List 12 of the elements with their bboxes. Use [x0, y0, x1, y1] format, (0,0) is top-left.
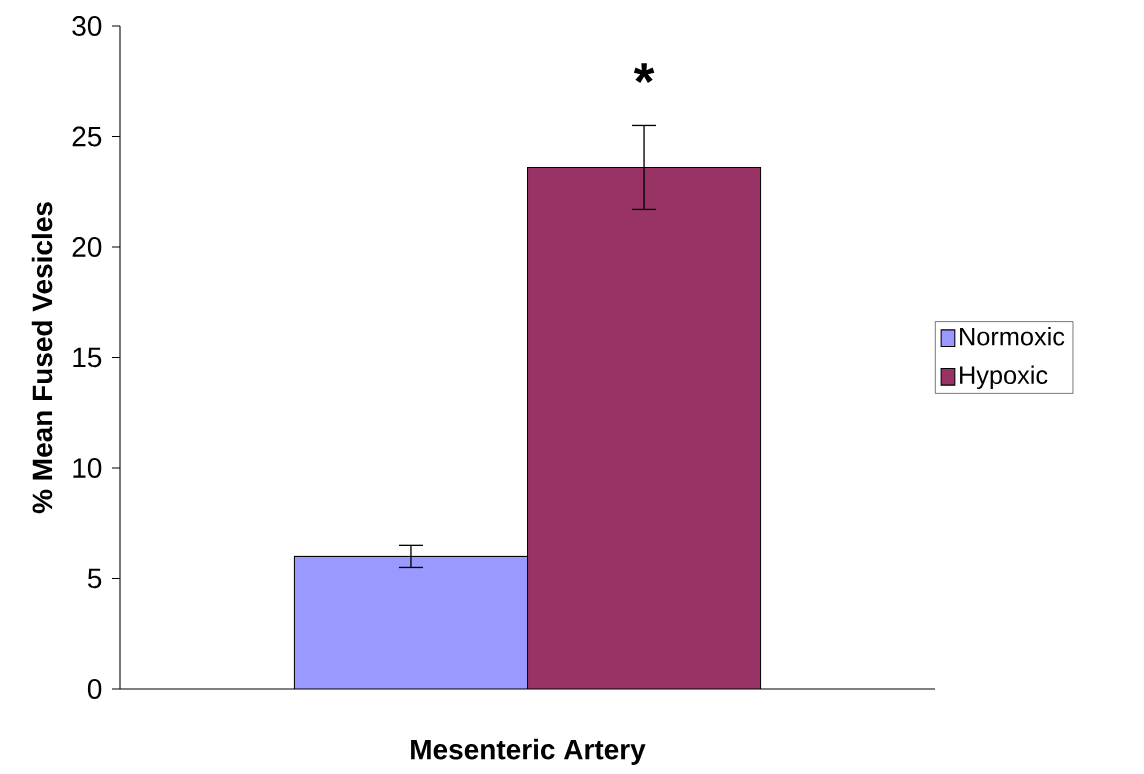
y-tick-label: 30 — [72, 15, 102, 36]
y-axis-title: % Mean Fused Vesicles — [31, 202, 53, 514]
y-tick-label: 20 — [72, 236, 102, 257]
legend-label: Hypoxic — [960, 365, 1048, 389]
y-tick-label: 5 — [87, 568, 102, 589]
y-tick-label: 10 — [73, 457, 102, 478]
x-axis-title: Mesenteric Artery — [411, 738, 646, 765]
y-tick-label: 0 — [87, 678, 102, 699]
legend-label: Normoxic — [960, 326, 1065, 346]
annotation: * — [633, 63, 655, 83]
y-tick-label: 25 — [72, 126, 102, 147]
y-tick-label: 15 — [73, 347, 102, 368]
